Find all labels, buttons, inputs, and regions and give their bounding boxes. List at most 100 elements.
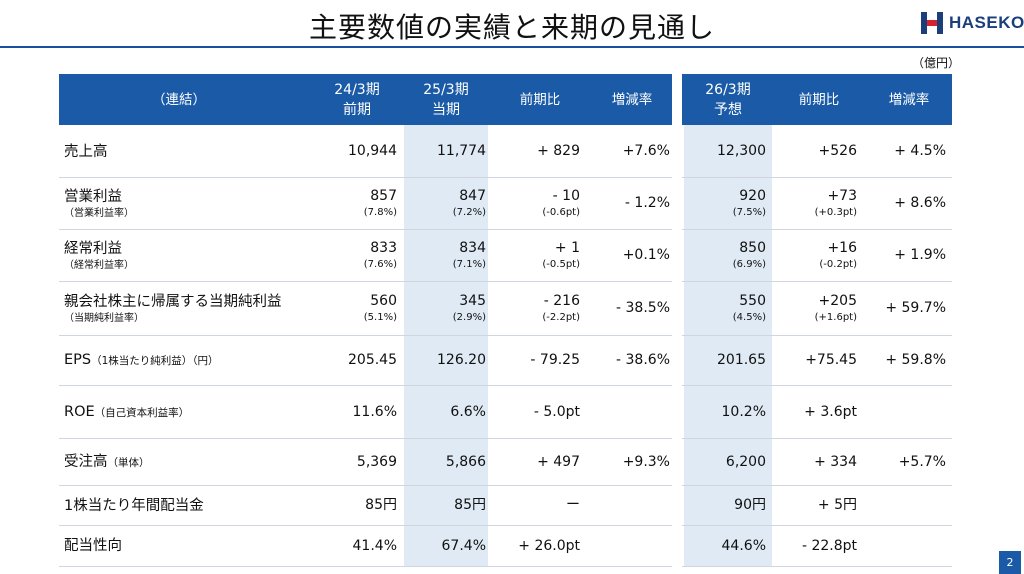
logo-text: HASEKO bbox=[949, 13, 1024, 32]
row-divider bbox=[682, 438, 952, 439]
value-curr-sub: (7.1%) bbox=[452, 259, 486, 270]
cell-yoy: + 829 bbox=[460, 125, 580, 177]
header-prev-period: 24/3期 前期 bbox=[334, 81, 380, 118]
value-frate: + 59.7% bbox=[885, 300, 946, 316]
value-fyoy-sub: (+1.6pt) bbox=[814, 312, 857, 323]
value-fcst: 550 bbox=[739, 293, 766, 309]
value-fyoy: +16 bbox=[827, 240, 857, 256]
cell-prev: 85円 bbox=[277, 485, 397, 525]
cell-frate bbox=[826, 385, 946, 438]
value-fcst: 90円 bbox=[734, 497, 766, 513]
value-curr: 5,866 bbox=[445, 453, 486, 470]
value-fcst: 6,200 bbox=[725, 453, 766, 470]
cell-prev: 11.6% bbox=[277, 385, 397, 438]
cell-yoy: - 79.25 bbox=[460, 335, 580, 385]
row-divider bbox=[59, 177, 672, 178]
row-label-text: 配当性向 bbox=[64, 538, 122, 554]
value-frate: + 59.8% bbox=[885, 352, 946, 368]
row-divider bbox=[682, 485, 952, 486]
value-rate: - 38.6% bbox=[616, 352, 670, 368]
row-divider bbox=[682, 229, 952, 230]
cell-curr: 5,866 bbox=[366, 438, 486, 485]
cell-fyoy: + 3.6pt bbox=[737, 385, 857, 438]
row-label-line: 親会社株主に帰属する当期純利益 bbox=[64, 291, 282, 312]
row-label: 1株当たり年間配当金 bbox=[64, 485, 314, 525]
cell-rate: +0.1% bbox=[550, 229, 670, 281]
value-yoy-sub: (-0.5pt) bbox=[542, 259, 580, 270]
cell-fyoy: + 5円 bbox=[737, 485, 857, 525]
row-divider bbox=[59, 525, 672, 526]
row-divider bbox=[59, 485, 672, 486]
cell-prev: 205.45 bbox=[277, 335, 397, 385]
header-forecast-rate: 増減率 bbox=[888, 91, 930, 108]
value-yoy: + 1 bbox=[554, 240, 580, 256]
value-fcst-sub: (6.9%) bbox=[732, 259, 766, 270]
row-label-line: 1株当たり年間配当金 bbox=[64, 495, 204, 516]
cell-fcst: 10.2% bbox=[646, 385, 766, 438]
cell-fyoy: +73 (+0.3pt) bbox=[737, 177, 857, 229]
cell-fyoy: +16 (-0.2pt) bbox=[737, 229, 857, 281]
cell-prev: 41.4% bbox=[277, 525, 397, 566]
value-prev: 205.45 bbox=[348, 352, 397, 368]
value-prev: 5,369 bbox=[356, 453, 397, 470]
header-band-results bbox=[59, 74, 672, 125]
cell-frate: + 59.7% bbox=[826, 281, 946, 335]
value-frate: + 4.5% bbox=[894, 143, 946, 159]
table-bottom-rule bbox=[59, 566, 672, 567]
row-label: 営業利益 （営業利益率） bbox=[64, 177, 314, 229]
cell-frate: + 4.5% bbox=[826, 125, 946, 177]
cell-curr: 847 (7.2%) bbox=[366, 177, 486, 229]
header-band-forecast bbox=[682, 74, 952, 125]
cell-fyoy: + 334 bbox=[737, 438, 857, 485]
cell-yoy: + 26.0pt bbox=[460, 525, 580, 566]
row-label: 売上高 bbox=[64, 125, 314, 177]
cell-rate: +9.3% bbox=[550, 438, 670, 485]
value-yoy: + 497 bbox=[537, 453, 580, 470]
row-divider bbox=[59, 385, 672, 386]
value-prev: 85円 bbox=[365, 497, 397, 513]
cell-fcst: 90円 bbox=[646, 485, 766, 525]
cell-frate bbox=[826, 485, 946, 525]
cell-prev: 560 (5.1%) bbox=[277, 281, 397, 335]
cell-curr: 6.6% bbox=[366, 385, 486, 438]
value-fcst: 850 bbox=[739, 240, 766, 256]
header-yoy: 前期比 bbox=[519, 91, 561, 108]
value-fcst: 10.2% bbox=[721, 403, 766, 420]
value-curr: 126.20 bbox=[437, 352, 486, 368]
cell-prev: 5,369 bbox=[277, 438, 397, 485]
cell-yoy: - 10 (-0.6pt) bbox=[460, 177, 580, 229]
cell-frate bbox=[826, 525, 946, 566]
row-divider bbox=[59, 438, 672, 439]
row-label-line: ROE（自己資本利益率） bbox=[64, 401, 189, 423]
value-fyoy: + 3.6pt bbox=[804, 403, 857, 420]
row-label: EPS（1株当たり純利益）（円） bbox=[64, 335, 314, 385]
cell-fcst: 12,300 bbox=[646, 125, 766, 177]
value-fyoy: + 5円 bbox=[817, 497, 857, 513]
value-frate: +5.7% bbox=[898, 453, 946, 470]
header-consolidated: （連結） bbox=[152, 91, 206, 108]
value-rate: +7.6% bbox=[622, 143, 670, 159]
table-bottom-rule bbox=[682, 566, 952, 567]
row-divider bbox=[682, 177, 952, 178]
haseko-logo-icon bbox=[921, 12, 943, 34]
cell-frate: + 1.9% bbox=[826, 229, 946, 281]
page-number: 2 bbox=[999, 551, 1021, 574]
cell-prev: 833 (7.6%) bbox=[277, 229, 397, 281]
row-divider bbox=[682, 281, 952, 282]
cell-frate: + 8.6% bbox=[826, 177, 946, 229]
value-curr: 834 bbox=[459, 240, 486, 256]
row-divider bbox=[682, 335, 952, 336]
row-label: 配当性向 bbox=[64, 525, 314, 566]
value-fyoy-sub: (+0.3pt) bbox=[814, 207, 857, 218]
value-prev: 10,944 bbox=[348, 143, 397, 159]
row-label-note: （単体） bbox=[107, 456, 150, 469]
cell-fcst: 920 (7.5%) bbox=[646, 177, 766, 229]
value-curr-sub: (7.2%) bbox=[452, 207, 486, 218]
title-underline bbox=[0, 46, 1024, 48]
cell-yoy: + 497 bbox=[460, 438, 580, 485]
cell-fyoy: +75.45 bbox=[737, 335, 857, 385]
row-divider bbox=[59, 281, 672, 282]
cell-curr: 67.4% bbox=[366, 525, 486, 566]
row-label-text: EPS bbox=[64, 352, 92, 368]
value-frate: + 8.6% bbox=[894, 195, 946, 211]
